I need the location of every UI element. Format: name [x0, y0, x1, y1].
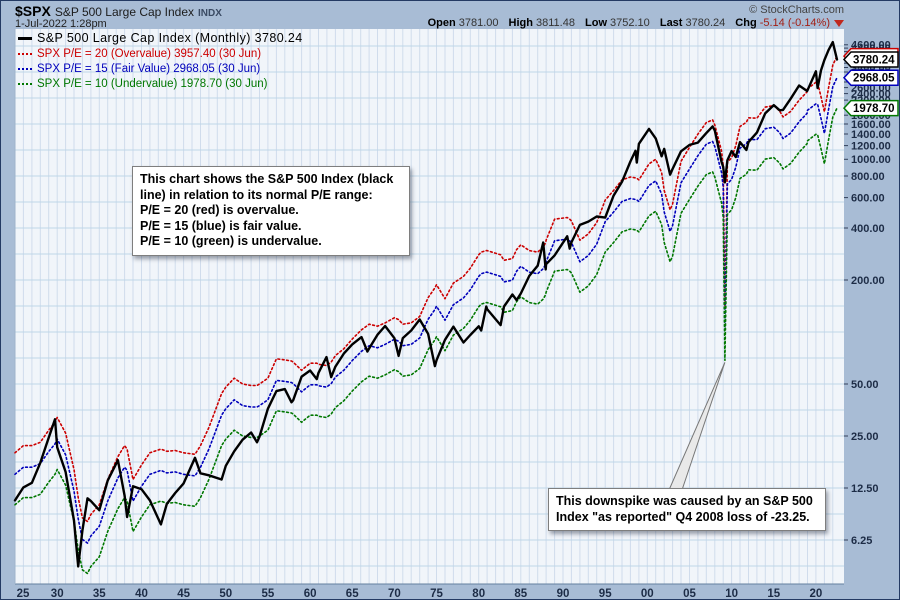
annotation-pe-explanation: This chart shows the S&P 500 Index (blac…: [132, 166, 410, 256]
x-axis-label: 55: [262, 588, 275, 600]
price-callout-flag: [842, 51, 899, 68]
x-axis-label: 45: [177, 588, 190, 600]
y-axis-label: 50.00: [851, 379, 879, 391]
legend-item-label: SPX P/E = 20 (Overvalue) 3957.40 (30 Jun…: [37, 48, 262, 60]
low-value: 3752.10: [610, 17, 650, 29]
legend-item-label: SPX P/E = 10 (Undervalue) 1978.70 (30 Ju…: [37, 78, 268, 90]
x-axis-label: 10: [725, 588, 738, 600]
chart-header: $SPX S&P 500 Large Cap Index INDX: [15, 3, 222, 21]
ticker-symbol: $SPX: [15, 3, 51, 19]
price-callout-flag: [842, 69, 899, 86]
x-axis-label: 60: [304, 588, 317, 600]
solid-line-swatch: [18, 37, 32, 41]
chart-datetime: 1-Jul-2022 1:28pm: [15, 18, 107, 30]
x-axis-label: 65: [346, 588, 359, 600]
annotation-line: P/E = 15 (blue) is fair value.: [140, 218, 302, 233]
y-axis-label: 1400.00: [851, 129, 891, 141]
legend-item-label: S&P 500 Large Cap Index (Monthly) 3780.2…: [37, 31, 303, 45]
high-label: High: [508, 17, 533, 29]
exchange-label: INDX: [198, 8, 222, 19]
x-axis-label: 70: [388, 588, 401, 600]
y-axis-label: 1600.00: [851, 119, 891, 131]
x-axis-label: 30: [51, 588, 64, 600]
high-value: 3811.48: [536, 17, 575, 29]
x-axis-label: 35: [93, 588, 106, 600]
y-axis-label: 6.25: [851, 535, 872, 547]
legend: S&P 500 Large Cap Index (Monthly) 3780.2…: [18, 31, 303, 92]
y-axis-label: 25.00: [851, 431, 879, 443]
low-label: Low: [585, 17, 608, 29]
x-axis-label: 50: [219, 588, 232, 600]
x-axis-label: 00: [641, 588, 654, 600]
legend-item-sp500: S&P 500 Large Cap Index (Monthly) 3780.2…: [18, 31, 303, 46]
x-axis-label: 05: [683, 588, 696, 600]
x-axis-label: 95: [599, 588, 612, 600]
annotation-line: This chart shows the S&P 500 Index (blac…: [140, 172, 394, 186]
series-line-pe10: [14, 107, 838, 575]
annotation-line: line) in relation to its normal P/E rang…: [140, 187, 373, 202]
y-axis-label: 12.50: [851, 483, 879, 495]
price-callout-label: 3780.24: [853, 55, 895, 67]
y-axis-label: 1200.00: [851, 140, 891, 152]
legend-item-label: SPX P/E = 15 (Fair Value) 2968.05 (30 Ju…: [37, 63, 261, 75]
open-label: Open: [427, 17, 456, 29]
annotation-line: Index "as reported" Q4 2008 loss of -23.…: [556, 509, 810, 524]
x-axis-label: 40: [135, 588, 148, 600]
legend-item-pe20: SPX P/E = 20 (Overvalue) 3957.40 (30 Jun…: [18, 47, 303, 61]
instrument-name: S&P 500 Large Cap Index: [54, 5, 195, 19]
change-down-triangle-icon: [834, 19, 844, 27]
x-axis-label: 90: [557, 588, 570, 600]
x-axis-label: 80: [472, 588, 485, 600]
quote-bar: Open 3781.00 High 3811.48 Low 3752.10 Last 3…: [421, 17, 844, 29]
dotted-line-swatch: [18, 52, 32, 55]
price-callout-label: 2968.05: [853, 73, 895, 85]
last-value: 3780.24: [685, 17, 726, 29]
price-callout-flag: [842, 99, 899, 117]
price-callout-label: 1978.70: [853, 103, 895, 115]
change-label: Chg: [735, 17, 757, 29]
y-axis-label: 200.00: [851, 275, 885, 287]
series-line-sp500: [13, 40, 839, 568]
y-axis-label: 1000.00: [851, 154, 891, 166]
x-axis-label: 25: [17, 588, 30, 600]
annotation-line: This downspike was caused by an S&P 500: [556, 494, 813, 508]
y-axis-label: 800.00: [851, 171, 885, 183]
y-axis-label: 600.00: [851, 192, 885, 204]
open-value: 3781.00: [458, 17, 499, 29]
dotted-line-swatch: [18, 82, 32, 85]
x-axis-label: 75: [430, 588, 443, 600]
x-axis-label: 85: [514, 588, 527, 600]
x-axis-label: 15: [767, 588, 780, 600]
change-value: -5.14 (-0.14%): [759, 17, 830, 29]
legend-item-pe10: SPX P/E = 10 (Undervalue) 1978.70 (30 Ju…: [18, 77, 303, 91]
x-axis-label: 20: [810, 588, 823, 600]
y-axis-label: 400.00: [851, 223, 885, 235]
annotation-line: P/E = 20 (red) is overvalue.: [140, 203, 299, 218]
annotation-line: P/E = 10 (green) is undervalue.: [140, 234, 322, 249]
y-axis-label: 2400.00: [851, 88, 891, 100]
legend-item-pe15: SPX P/E = 15 (Fair Value) 2968.05 (30 Ju…: [18, 62, 303, 76]
dotted-line-swatch: [18, 67, 32, 70]
last-label: Last: [659, 17, 683, 29]
annotation-downspike: This downspike was caused by an S&P 500 …: [548, 488, 826, 532]
copyright: © StockCharts.com: [749, 4, 844, 16]
